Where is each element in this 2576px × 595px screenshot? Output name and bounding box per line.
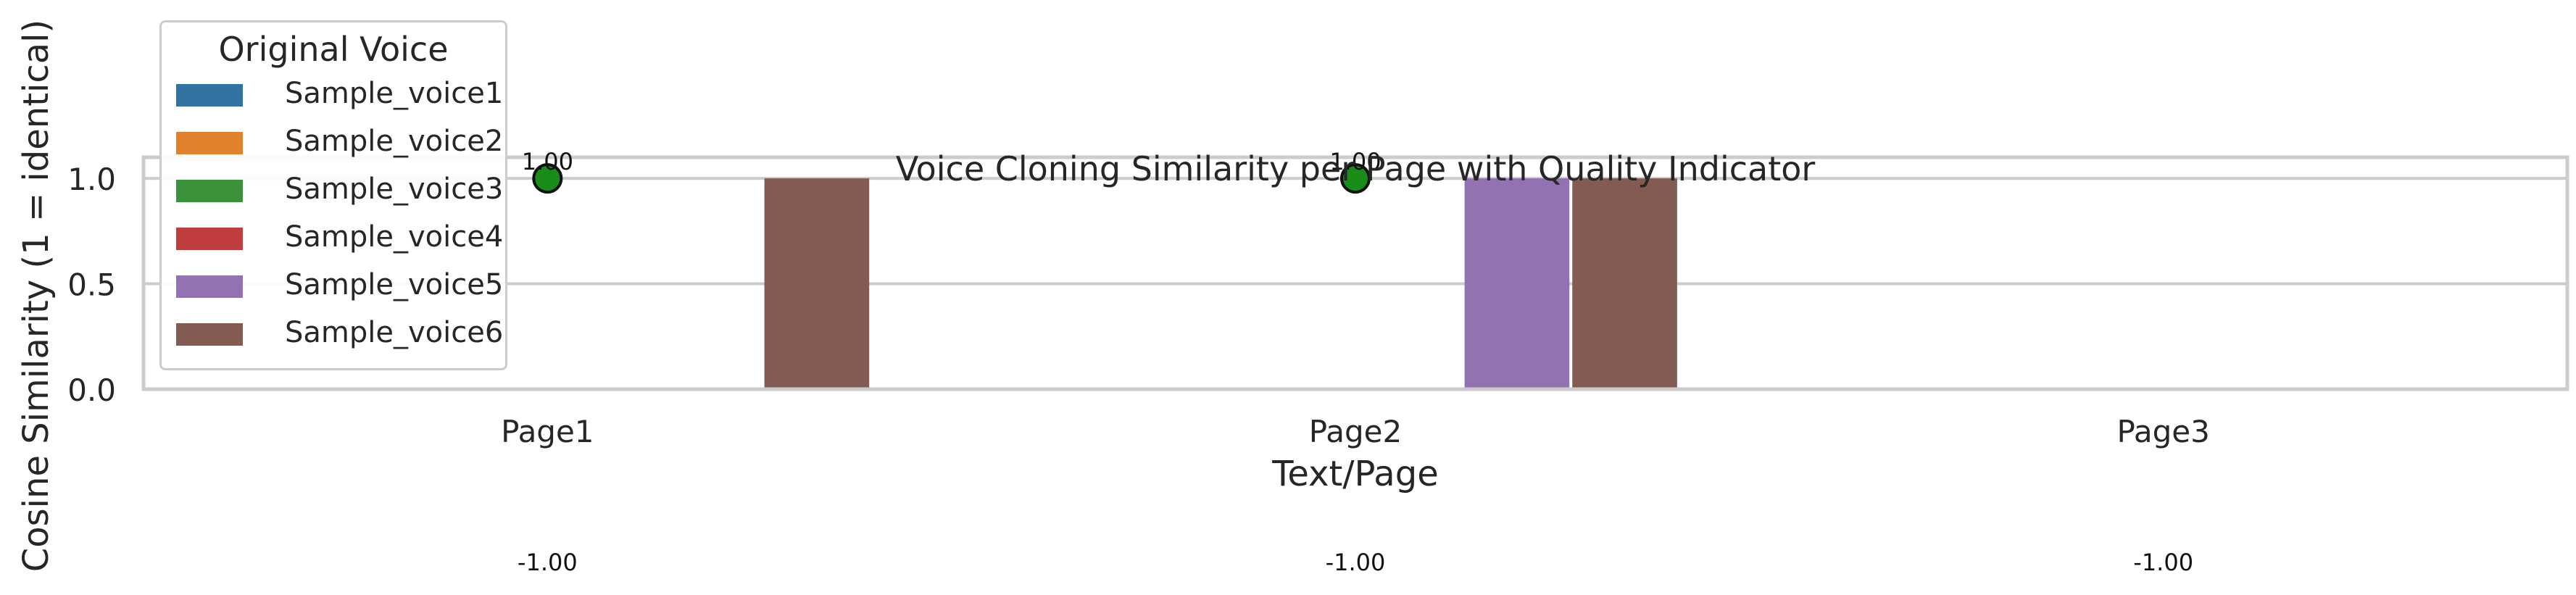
y-axis-ticks: 0.0 0.5 1.0 <box>67 162 116 408</box>
legend-swatch <box>176 84 243 107</box>
bar-sample-voice6-page1 <box>764 178 870 389</box>
legend-swatch <box>176 180 243 202</box>
legend-label: Sample_voice2 <box>285 125 504 158</box>
legend-swatch <box>176 132 243 154</box>
y-tick-label: 0.5 <box>67 267 116 303</box>
legend-item: Sample_voice4 <box>176 217 503 260</box>
legend-label: Sample_voice1 <box>285 77 504 110</box>
bottom-labels: -1.00 -1.00 -1.00 <box>518 549 2193 576</box>
legend-title: Original Voice <box>218 30 449 69</box>
quality-marker <box>1340 163 1371 194</box>
x-tick-label: Page1 <box>501 414 594 449</box>
bars <box>764 178 1677 389</box>
legend-swatch <box>176 323 243 346</box>
legend-item: Sample_voice3 <box>176 169 503 212</box>
legend-label: Sample_voice4 <box>285 220 504 254</box>
x-axis-label: Text/Page <box>1271 454 1438 494</box>
bar-sample-voice5-page2 <box>1464 178 1570 389</box>
y-axis-label: Cosine Similarity (1 = identical) <box>16 20 57 572</box>
legend-item: Sample_voice6 <box>176 312 503 356</box>
quality-marker <box>532 163 563 194</box>
bottom-value-label: -1.00 <box>518 549 578 576</box>
legend-swatch <box>176 228 243 250</box>
plot-frame <box>141 155 2569 391</box>
x-tick-label: Page3 <box>2116 414 2209 449</box>
y-tick-label: 1.0 <box>67 162 116 197</box>
legend-item: Sample_voice1 <box>176 73 503 117</box>
y-tick-label: 0.0 <box>67 373 116 408</box>
legend-label: Sample_voice3 <box>285 172 504 206</box>
bar-sample-voice6-page2 <box>1572 178 1677 389</box>
legend-label: Sample_voice6 <box>285 316 504 349</box>
legend-swatch <box>176 275 243 298</box>
legend-label: Sample_voice5 <box>285 268 504 301</box>
bottom-value-label: -1.00 <box>1326 549 1386 576</box>
legend: Original Voice Sample_voice1 Sample_voice… <box>159 20 507 370</box>
legend-item: Sample_voice5 <box>176 265 503 308</box>
quality-markers: 1.00 1.00 <box>522 148 1382 194</box>
legend-item: Sample_voice2 <box>176 121 503 165</box>
chart-title: Voice Cloning Similarity per Page with Q… <box>896 149 1816 188</box>
quality-marker-label: 1.00 <box>522 148 573 175</box>
x-tick-label: Page2 <box>1309 414 1402 449</box>
quality-marker-label: 1.00 <box>1329 148 1381 175</box>
bottom-value-label: -1.00 <box>2133 549 2193 576</box>
x-axis-ticks: Page1 Page2 Page3 <box>501 414 2210 449</box>
